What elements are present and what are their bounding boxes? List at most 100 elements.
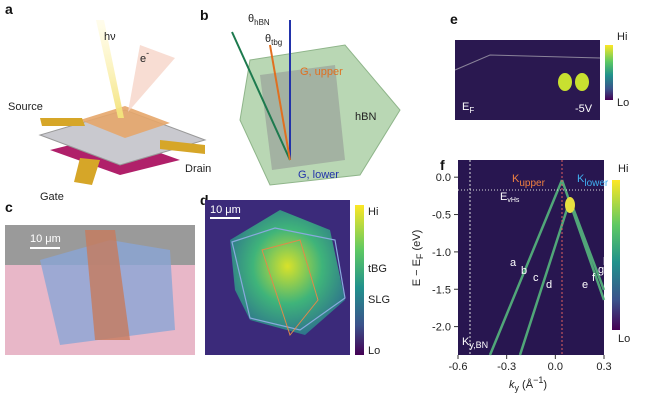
- colorbar-label: SLG: [368, 294, 390, 306]
- hotspot: [565, 197, 575, 213]
- text: k: [509, 379, 515, 391]
- colorbar-label: Lo: [617, 97, 629, 109]
- theta-hbn: θhBN: [248, 13, 270, 27]
- y-tick-label: -1.5: [432, 284, 451, 296]
- colorbar: [605, 45, 613, 100]
- sub: y,BN: [469, 340, 488, 350]
- tbg-line: [269, 44, 291, 161]
- colorbar-label: Hi: [618, 163, 628, 175]
- map-flake: [230, 210, 345, 335]
- outline: [231, 227, 346, 331]
- sup: -: [146, 48, 149, 58]
- point-label: d: [546, 279, 552, 291]
- text: E: [462, 101, 469, 113]
- text: (eV): [411, 230, 423, 254]
- y-tick-label: -2.0: [432, 322, 451, 334]
- gate-label: Gate: [40, 191, 64, 203]
- colorbar-label: Hi: [368, 206, 378, 218]
- panel-e: e EF -5V Hi Lo: [450, 11, 629, 120]
- kbn-label: Ky,BN: [462, 336, 488, 350]
- drain-electrode: [160, 140, 205, 154]
- panel-a: a hν e- Source Drain Gate: [5, 1, 211, 203]
- electron-label: e-: [140, 48, 149, 65]
- outline: [261, 239, 319, 337]
- text: K: [577, 173, 585, 185]
- colorbar-label: Hi: [617, 31, 627, 43]
- source-label: Source: [8, 101, 43, 113]
- band: [488, 179, 606, 356]
- sub: y: [515, 383, 520, 393]
- source-electrode: [40, 118, 85, 126]
- sub: lower: [584, 178, 609, 189]
- text: ): [543, 379, 547, 391]
- colorbar: [355, 205, 364, 355]
- photon-label: hν: [104, 31, 116, 43]
- colorbar-label: Lo: [618, 333, 630, 345]
- spot: [575, 73, 589, 91]
- text: θ: [265, 33, 271, 45]
- point-label: h: [603, 256, 609, 268]
- x-tick-label: -0.6: [449, 361, 468, 373]
- sub: F: [469, 106, 474, 115]
- hbn-label: hBN: [355, 111, 376, 123]
- electron-cone: [128, 45, 175, 112]
- theta-tbg: θtbg: [265, 33, 282, 47]
- panel-label: f: [440, 157, 445, 173]
- y-axis-label: E − EF (eV): [411, 230, 425, 287]
- x-tick-label: 0.0: [548, 361, 563, 373]
- text: θ: [248, 13, 254, 25]
- panel-c: c 10 μm: [5, 199, 195, 355]
- text: K: [462, 336, 470, 348]
- panel-label: b: [200, 7, 209, 23]
- gate-voltage: -5V: [575, 103, 593, 115]
- point-label: e: [582, 279, 588, 291]
- spot: [558, 73, 572, 91]
- panel-b: b θhBN θtbg G, upper hBN G, lower: [200, 7, 401, 186]
- point-label: c: [533, 272, 539, 284]
- photon-beam: [96, 20, 124, 118]
- panel-label: a: [5, 1, 13, 17]
- g-upper: G, upper: [300, 66, 343, 78]
- graphene-region: [85, 230, 130, 340]
- sup: −1: [533, 375, 543, 385]
- k-lower: Klower: [577, 173, 609, 189]
- scale-label: 10 μm: [30, 233, 61, 245]
- panel-label: c: [5, 199, 13, 215]
- bz-line: [454, 54, 601, 71]
- y-tick-label: -0.5: [432, 210, 451, 222]
- sub: F: [415, 253, 425, 259]
- colorbar-label: tBG: [368, 263, 387, 275]
- point-label: b: [521, 265, 527, 277]
- scale-label: 10 μm: [210, 204, 241, 216]
- sub: hBN: [254, 18, 270, 27]
- drain-label: Drain: [185, 163, 211, 175]
- panel-f: f Kupper Klower EvHs Ky,BN E − EF (eV) k…: [411, 157, 630, 393]
- colorbar: [612, 180, 620, 330]
- text: E − E: [411, 259, 423, 286]
- point-label: f: [592, 272, 596, 284]
- sub: upper: [519, 178, 545, 189]
- point-label: a: [510, 257, 517, 269]
- panel-label: e: [450, 11, 458, 27]
- sample: [80, 106, 170, 138]
- y-tick-label: -1.0: [432, 247, 451, 259]
- gate-electrode: [74, 158, 100, 185]
- text: e: [140, 53, 146, 65]
- y-tick-label: 0.0: [436, 172, 451, 184]
- k-upper: Kupper: [512, 173, 546, 189]
- panel-label: d: [200, 192, 209, 208]
- x-axis-label: ky (Å−1): [509, 375, 547, 393]
- hbn-line: [231, 31, 291, 161]
- panel-d: d 10 μm Hi tBG SLG Lo: [200, 192, 390, 357]
- evhs-label: EvHs: [500, 191, 520, 204]
- text: E: [500, 191, 507, 203]
- text: K: [512, 173, 520, 185]
- graphene-layers: [260, 65, 345, 170]
- fermi-label: EF: [462, 101, 474, 115]
- x-tick-label: 0.3: [596, 361, 611, 373]
- sub: tbg: [271, 38, 282, 47]
- point-label: g: [598, 264, 604, 276]
- colorbar-label: Lo: [368, 345, 380, 357]
- x-tick-label: -0.3: [497, 361, 516, 373]
